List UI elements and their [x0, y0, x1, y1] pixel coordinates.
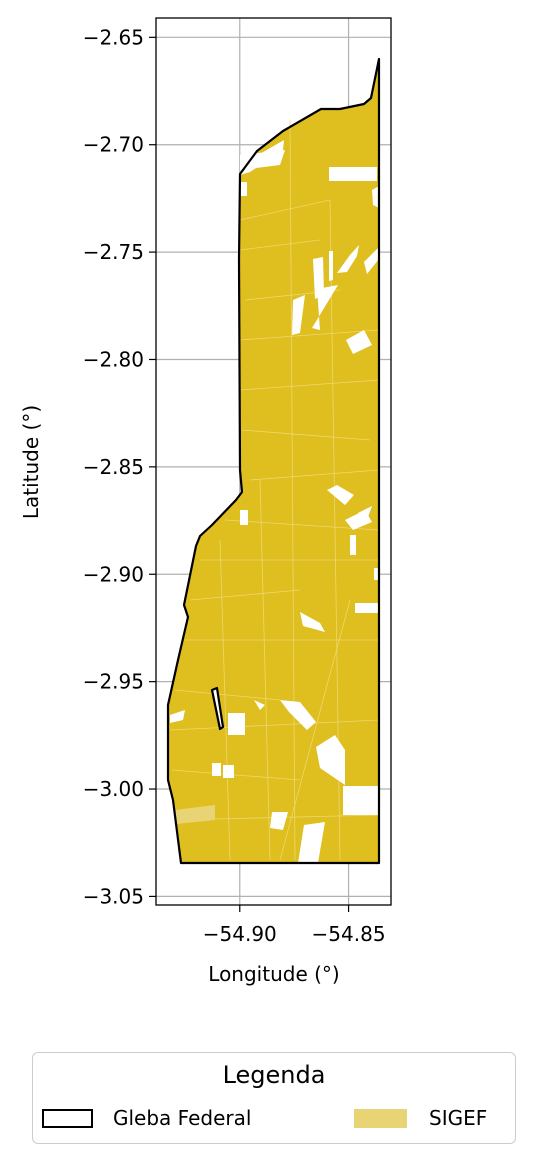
- x-tick-label: −54.90: [203, 922, 277, 946]
- parcel-boundary: [259, 479, 271, 861]
- uncovered-area: [228, 713, 245, 735]
- plot-frame: [155, 17, 392, 906]
- uncovered-area: [240, 510, 248, 525]
- legend-item-sigef: SIGEF: [354, 1106, 487, 1130]
- gleba-federal-outline: [166, 57, 381, 865]
- legend-label-gleba-federal: Gleba Federal: [113, 1106, 252, 1130]
- uncovered-area: [346, 330, 372, 354]
- uncovered-area: [329, 167, 377, 181]
- parcel-boundary: [171, 769, 301, 781]
- uncovered-area: [223, 765, 234, 778]
- uncovered-area: [300, 612, 325, 632]
- parcel-boundary: [219, 539, 231, 861]
- uncovered-area: [316, 735, 345, 785]
- parcel-boundary: [249, 469, 380, 481]
- gleba-federal-boundary: [166, 57, 381, 865]
- parcel-boundary: [239, 239, 321, 251]
- y-tick-label: −2.70: [83, 133, 144, 157]
- y-tick-label: −2.75: [83, 240, 144, 264]
- parcel-boundary: [239, 379, 380, 391]
- sigef-parcels: [168, 59, 380, 863]
- uncovered-area: [240, 182, 247, 196]
- parcel-boundary: [239, 329, 380, 341]
- x-axis-ticks: −54.90 −54.85: [203, 905, 386, 946]
- parcel-boundary: [239, 199, 331, 221]
- uncovered-area: [372, 186, 379, 208]
- x-tick-label: −54.85: [312, 922, 386, 946]
- x-axis-title: Longitude (°): [208, 962, 339, 986]
- uncovered-area: [327, 485, 354, 505]
- uncovered-area: [270, 812, 288, 830]
- legend-title: Legenda: [222, 1061, 326, 1089]
- y-tick-label: −2.90: [83, 562, 144, 586]
- uncovered-area: [374, 568, 379, 580]
- y-tick-label: −2.85: [83, 455, 144, 479]
- uncovered-area: [292, 295, 305, 335]
- parcel-boundary: [289, 119, 296, 861]
- y-tick-label: −2.95: [83, 670, 144, 694]
- parcel-boundary: [169, 719, 380, 731]
- uncovered-area: [298, 822, 325, 863]
- uncovered-area: [212, 763, 221, 776]
- uncovered-area: [280, 700, 316, 730]
- y-tick-label: −3.00: [83, 777, 144, 801]
- uncovered-area: [312, 285, 338, 330]
- gleba-federal-inner-boundary: [210, 686, 225, 731]
- uncovered-area: [355, 603, 379, 613]
- y-axis-title: Latitude (°): [19, 405, 43, 519]
- uncovered-area: [254, 700, 265, 710]
- parcel-boundary: [241, 429, 371, 441]
- y-tick-label: −3.05: [83, 884, 144, 908]
- sigef-swatch: [354, 1108, 407, 1128]
- uncovered-area: [337, 245, 359, 273]
- parcel-boundary: [189, 589, 301, 601]
- y-tick-label: −2.65: [83, 25, 144, 49]
- uncovered-area: [329, 251, 333, 281]
- gleba-federal-swatch: [42, 1108, 93, 1128]
- sigef-parcel-light: [175, 805, 215, 824]
- uncovered-area: [240, 150, 285, 170]
- sigef-parcel-area: [168, 59, 379, 863]
- uncovered-area: [170, 710, 185, 723]
- uncovered-area: [364, 247, 379, 274]
- y-tick-label: −2.80: [83, 347, 144, 371]
- parcel-boundary: [279, 599, 351, 861]
- uncovered-area: [350, 535, 356, 555]
- uncovered-area: [358, 506, 372, 520]
- parcel-boundary: [174, 689, 281, 701]
- legend-item-gleba-federal: Gleba Federal: [42, 1106, 251, 1130]
- uncovered-area: [343, 786, 379, 815]
- y-axis-ticks: −2.65 −2.70 −2.75 −2.80 −2.85 −2.90 −2.95 −3.00…: [83, 25, 156, 908]
- legend: Legenda Gleba Federal SIGEF: [32, 1052, 516, 1144]
- legend-label-sigef: SIGEF: [429, 1106, 488, 1130]
